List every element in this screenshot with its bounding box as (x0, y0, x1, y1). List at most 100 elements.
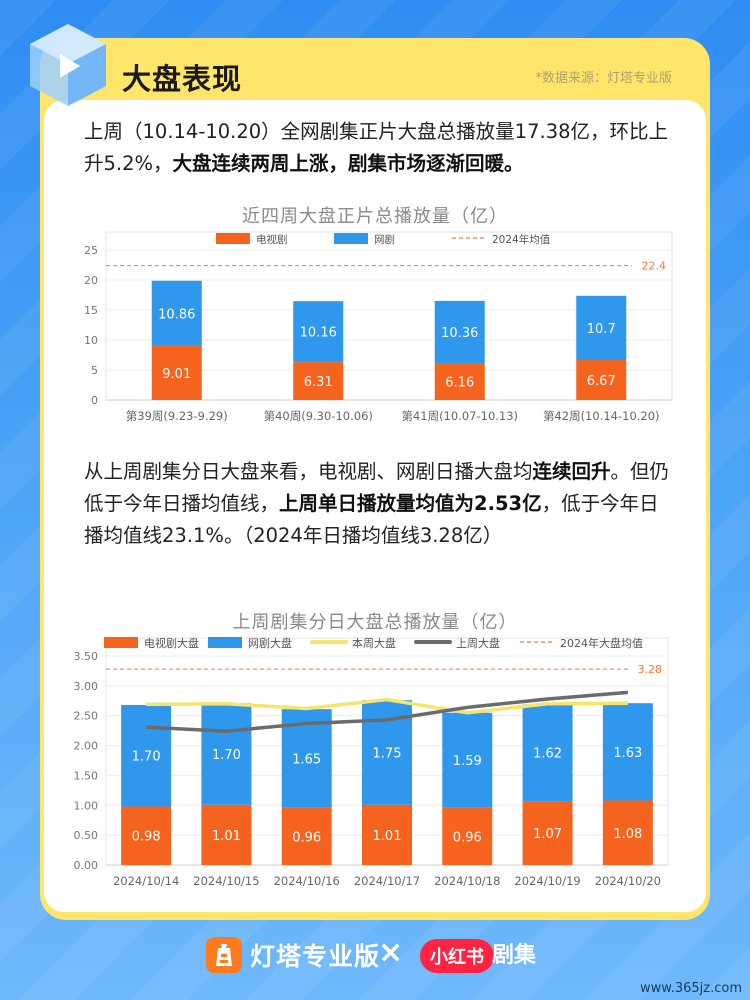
data-label: 6.31 (304, 375, 333, 390)
footer-brands: 灯塔专业版 × 小红书 剧集 (0, 933, 750, 983)
data-label: 10.86 (158, 307, 195, 322)
legend-label: 网剧 (374, 234, 395, 246)
dengta-brand: 灯塔专业版 (206, 933, 380, 977)
data-label: 1.07 (533, 827, 562, 842)
data-label: 1.75 (373, 746, 402, 761)
bar-segment (522, 704, 573, 802)
watermark: www.365jz.com (640, 981, 742, 996)
x-tick-label: 第39周(9.23-9.29) (126, 409, 228, 423)
paragraph2-text-1: 从上周剧集分日大盘来看，电视剧、网剧日播大盘均 (84, 460, 533, 483)
legend-swatch (104, 637, 138, 648)
bar-segment (201, 804, 252, 865)
bar-segment (121, 704, 172, 807)
dengta-brand-name: 灯塔专业版 (250, 942, 381, 971)
bar-segment (602, 703, 653, 801)
legend-label: 电视剧 (256, 233, 288, 246)
y-tick-label: 20 (84, 274, 98, 287)
y-tick-label: 0.50 (74, 829, 99, 842)
bar-segment (201, 703, 252, 805)
y-tick-label: 3.00 (74, 680, 99, 693)
data-label: 0.98 (132, 830, 161, 845)
legend-swatch (208, 637, 242, 648)
bar-segment (522, 801, 573, 865)
y-tick-label: 25 (84, 244, 98, 257)
bar-segment (434, 363, 485, 400)
legend-label: 2024年均值 (492, 233, 551, 246)
bar-segment (121, 806, 172, 865)
data-label: 1.63 (613, 746, 642, 761)
cross-symbol: × (378, 935, 404, 970)
paragraph-weekly-summary: 上周（10.14-10.20）全网剧集正片大盘总播放量17.38亿，环比上升5.… (84, 116, 674, 180)
x-tick-label: 第41周(10.07-10.13) (401, 409, 518, 423)
data-label: 1.62 (533, 747, 562, 762)
bar-segment (293, 362, 344, 400)
bar-segment (293, 301, 344, 363)
bar-segment (362, 804, 412, 865)
y-tick-label: 2.50 (74, 710, 99, 723)
y-tick-label: 1.00 (74, 799, 99, 812)
legend-label: 电视剧大盘 (144, 636, 199, 650)
data-label: 1.65 (292, 752, 321, 767)
daily-stacked-bar-chart: 0.00 0.50 1.00 1.50 2.00 2.50 3.00 3.50 电视剧大盘 网剧大… (74, 636, 669, 888)
data-label: 9.01 (162, 367, 191, 382)
bar-segment (151, 280, 202, 346)
y-tick-label: 1.50 (74, 769, 99, 782)
weekly-stacked-bar-chart: 0 5 10 15 20 25 电视剧 网剧 2024年均值 9.01 10.86 第39周(9.23… (84, 231, 673, 423)
data-label: 10.16 (300, 326, 337, 341)
paragraph2-text-3: ，低于今年日播均值线23.1%。（2024年日播均值线3.28亿） (84, 492, 659, 547)
data-label: 10.36 (441, 326, 478, 341)
series-line (146, 697, 628, 715)
data-label: 1.70 (132, 750, 161, 765)
x-tick-label: 第42周(10.14-10.20) (543, 409, 660, 423)
x-tick-label: 2024/10/15 (193, 874, 259, 888)
data-label: 1.70 (212, 748, 241, 763)
xiaohongshu-logo: 小红书 (420, 939, 494, 973)
paragraph2-text-2: 。但仍低于今年日播均值线， (84, 460, 670, 515)
paragraph1-highlight: 大盘连续两周上涨，剧集市场逐渐回暖。 (172, 152, 524, 175)
bar-segment (281, 807, 332, 865)
x-tick-label: 2024/10/19 (514, 874, 580, 888)
section-title: 大盘表现 (122, 62, 243, 96)
xiaohongshu-logo-text: 小红书 (430, 947, 484, 968)
data-label: 6.16 (445, 376, 474, 391)
xiaohongshu-channel-name: 剧集 (492, 943, 537, 968)
legend-label: 本周大盘 (352, 636, 396, 650)
y-tick-label: 3.50 (74, 650, 99, 663)
data-label: 1.01 (373, 829, 402, 844)
data-label: 6.67 (587, 374, 616, 389)
x-tick-label: 第40周(9.30-10.06) (264, 409, 373, 423)
bar-segment (151, 345, 202, 400)
bar-segment (442, 712, 493, 808)
reference-line-label: 22.4 (642, 260, 667, 273)
y-tick-label: 10 (84, 334, 98, 347)
legend-swatch (334, 233, 368, 244)
legend-label: 2024年大盘均值 (560, 636, 643, 650)
y-tick-label: 0 (91, 394, 98, 407)
bar-segment (434, 300, 485, 364)
data-label: 1.01 (212, 829, 241, 844)
data-label: 10.7 (587, 322, 616, 337)
tower-icon (206, 937, 242, 973)
reference-line-label: 3.28 (638, 663, 663, 676)
data-label: 0.96 (453, 830, 482, 845)
x-tick-label: 2024/10/17 (354, 874, 420, 888)
bar-segment (442, 807, 493, 865)
paragraph2-highlight-2: 上周单日播放量均值为2.53亿 (279, 492, 542, 515)
data-label: 1.59 (453, 754, 482, 769)
data-label: 0.96 (292, 830, 321, 845)
legend-swatch (216, 233, 250, 244)
paragraph1-text: 上周（10.14-10.20）全网剧集正片大盘总播放量17.38亿，环比上升5.… (84, 120, 669, 175)
bar-segment (602, 800, 653, 865)
bar-segment (576, 359, 627, 400)
paragraph2-highlight-1: 连续回升 (532, 460, 611, 483)
y-tick-label: 0.00 (74, 859, 99, 872)
x-tick-label: 2024/10/18 (434, 874, 500, 888)
series-line (146, 690, 629, 733)
x-tick-label: 2024/10/20 (595, 874, 661, 888)
legend-label: 网剧大盘 (248, 636, 292, 650)
legend-label: 上周大盘 (456, 636, 500, 650)
y-tick-label: 5 (91, 364, 98, 377)
x-tick-label: 2024/10/16 (274, 874, 340, 888)
y-tick-label: 15 (84, 304, 98, 317)
x-tick-label: 2024/10/14 (113, 874, 179, 888)
